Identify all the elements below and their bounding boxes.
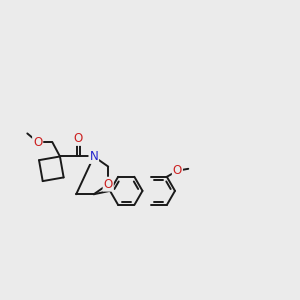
Text: O: O xyxy=(103,178,113,191)
Text: O: O xyxy=(74,132,83,145)
Text: N: N xyxy=(89,150,98,163)
Text: O: O xyxy=(173,164,182,177)
Text: O: O xyxy=(33,136,42,148)
